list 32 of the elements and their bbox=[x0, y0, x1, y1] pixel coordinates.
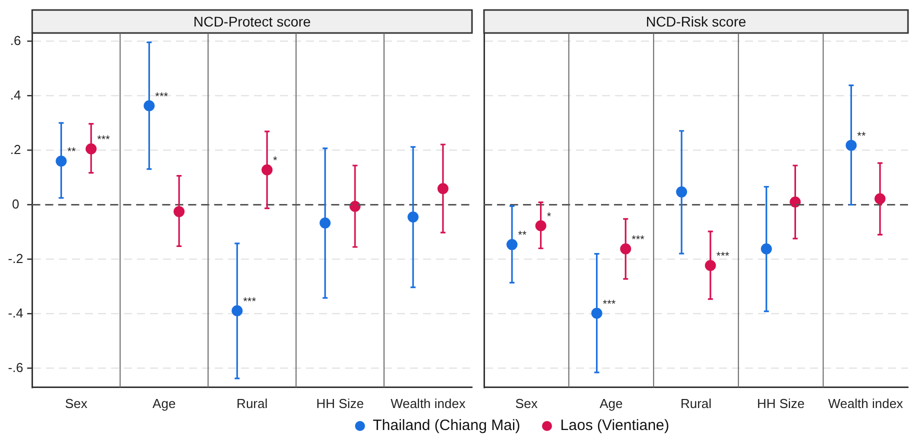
y-tick-label: -.6 bbox=[8, 360, 24, 375]
data-label: *** bbox=[632, 234, 646, 246]
x-tick-label: Sex bbox=[64, 396, 88, 411]
data-label: *** bbox=[716, 250, 730, 263]
y-tick-label: .2 bbox=[10, 142, 22, 157]
legend-label: Thailand (Chiang Mai) bbox=[372, 417, 520, 434]
data-label: *** bbox=[602, 298, 616, 310]
x-tick-label: Age bbox=[600, 396, 623, 411]
data-label: ** bbox=[518, 230, 528, 242]
data-label: ** bbox=[857, 130, 866, 142]
data-label: * bbox=[546, 210, 552, 223]
x-tick-label: Wealth index bbox=[390, 396, 466, 411]
chart-title: NCD-Protect score bbox=[193, 13, 312, 30]
data-label: * bbox=[273, 154, 278, 167]
y-tick-label: 0 bbox=[12, 196, 20, 212]
y-tick-label: -.2 bbox=[8, 250, 24, 266]
data-label: *** bbox=[155, 90, 169, 103]
x-tick-label: HH Size bbox=[316, 396, 364, 411]
data-label: *** bbox=[97, 134, 111, 146]
legend-label: Laos (Vientiane) bbox=[560, 417, 670, 434]
x-tick-label: Rural bbox=[236, 396, 268, 411]
y-tick-label: -.4 bbox=[8, 305, 24, 320]
x-tick-label: Rural bbox=[680, 396, 712, 411]
x-tick-label: Sex bbox=[515, 396, 538, 411]
data-label: *** bbox=[243, 296, 257, 308]
x-tick-label: HH Size bbox=[756, 396, 805, 411]
y-tick-label: .6 bbox=[10, 32, 22, 48]
y-tick-label: .4 bbox=[10, 87, 22, 102]
data-label: ** bbox=[67, 146, 76, 158]
x-tick-label: Wealth index bbox=[828, 396, 904, 411]
chart-title: NCD-Risk score bbox=[646, 13, 746, 30]
x-tick-label: Age bbox=[152, 396, 176, 411]
